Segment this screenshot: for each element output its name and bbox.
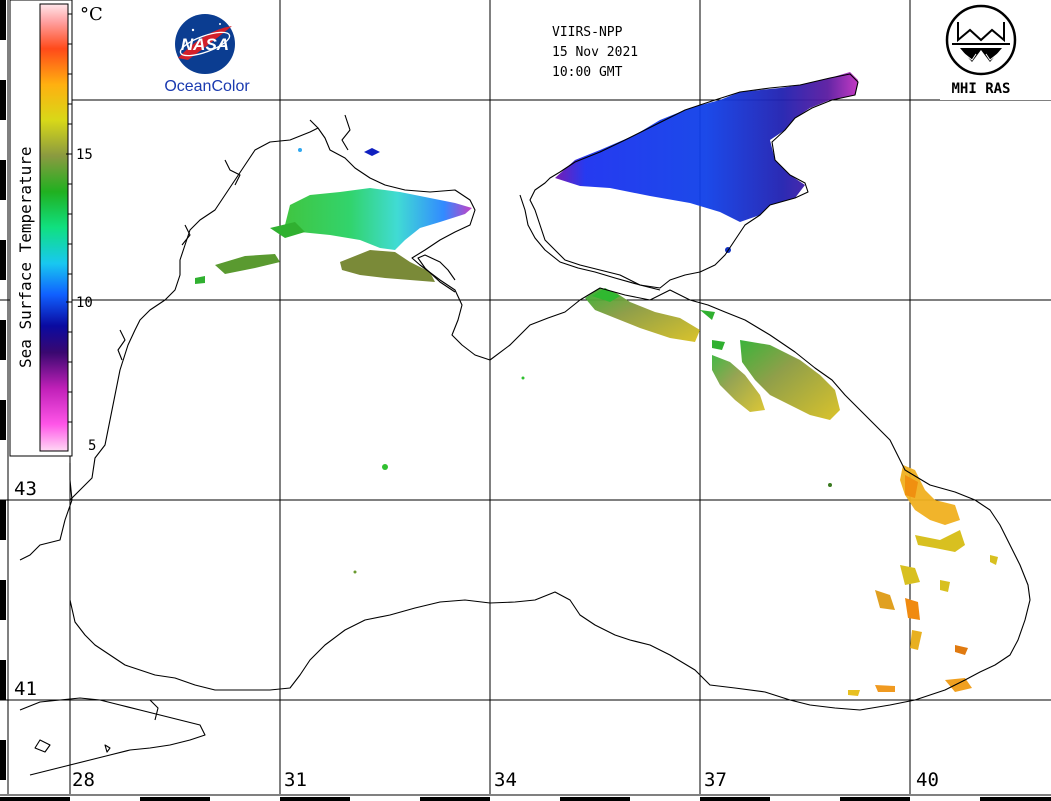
lat-label-43: 43 <box>14 478 37 500</box>
latitude-labels: 43 41 <box>9 476 41 700</box>
colorbar-tick-15: 15 <box>76 147 93 163</box>
nasa-logo: NASA <box>175 14 235 74</box>
time-label: 10:00 GMT <box>552 65 623 80</box>
lon-label-31: 31 <box>284 769 307 791</box>
date-label: 15 Nov 2021 <box>552 45 638 60</box>
oceancolor-label: OceanColor <box>164 78 250 95</box>
colorbar-title: Sea Surface Temperature <box>16 146 35 368</box>
lon-label-34: 34 <box>494 769 517 791</box>
colorbar-tick-10: 10 <box>76 295 93 311</box>
lon-label-40: 40 <box>916 769 939 791</box>
colorbar: °C 15 10 5 Sea Surface Temperature <box>9 0 103 457</box>
sst-patches <box>195 72 998 696</box>
lon-label-37: 37 <box>704 769 727 791</box>
satellite-label: VIIRS-NPP <box>552 25 623 40</box>
mhi-logo <box>940 0 1051 100</box>
colorbar-unit: °C <box>80 4 103 25</box>
colorbar-tick-5: 5 <box>88 438 96 454</box>
coastline <box>19 73 1031 776</box>
lon-label-28: 28 <box>72 769 95 791</box>
mhi-label: MHI RAS <box>951 81 1010 97</box>
lat-label-41: 41 <box>14 678 37 700</box>
longitude-labels: 28 31 34 37 40 <box>72 769 939 791</box>
nasa-wordmark: NASA <box>181 35 229 54</box>
